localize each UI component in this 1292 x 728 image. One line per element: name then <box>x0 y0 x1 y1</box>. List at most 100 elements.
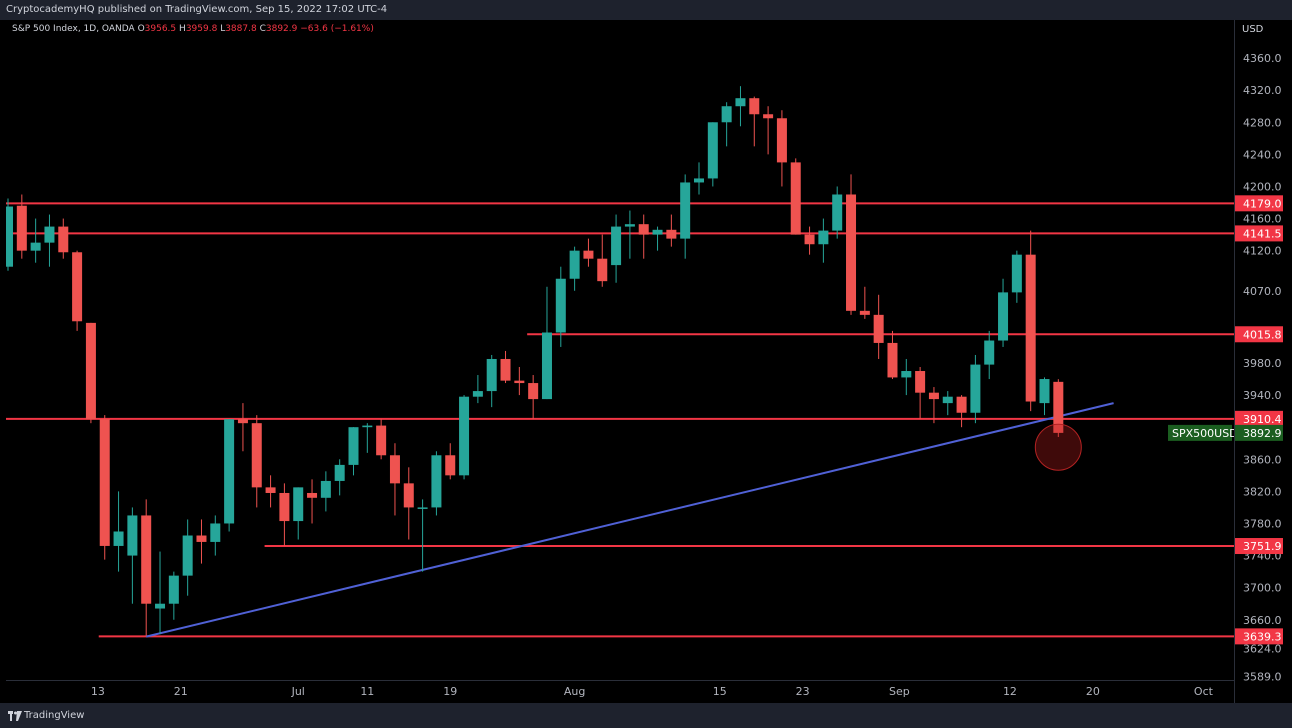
level-tag-label: 4015.8 <box>1243 328 1282 341</box>
level-tag <box>1235 410 1283 427</box>
candle-body <box>942 396 953 404</box>
legend-high: 3959.8 <box>185 24 218 34</box>
candle-body <box>790 162 801 235</box>
level-tag <box>1235 538 1283 555</box>
candle-body <box>486 358 497 392</box>
candle-body <box>763 114 774 119</box>
candle-body <box>776 118 787 163</box>
level-tag-label: 3910.4 <box>1243 413 1282 426</box>
price-chart-plot[interactable]: SPX500USD <box>6 20 1234 703</box>
legend-open-label: O <box>137 24 145 34</box>
candle-body <box>804 234 815 245</box>
time-tick-label: 11 <box>360 685 374 698</box>
candle-body <box>279 492 290 522</box>
price-tick-label: 4360.0 <box>1243 52 1282 65</box>
publisher-bar: CryptocademyHQ published on TradingView.… <box>0 0 1292 20</box>
level-tag <box>1235 628 1283 645</box>
symbol-tag <box>1168 424 1232 441</box>
candle-body <box>251 423 262 488</box>
level-tag-label: 4141.5 <box>1243 227 1282 240</box>
price-tick-label: 4320.0 <box>1243 84 1282 97</box>
candle-body <box>58 226 69 253</box>
candle-body <box>168 575 179 604</box>
candle-body <box>666 229 677 239</box>
chart-frame[interactable] <box>0 20 1292 703</box>
currency-label: USD <box>1242 24 1264 35</box>
time-axis[interactable]: 13 21 Jul 11 19 Aug 15 23 Sep 12 20 Oct <box>6 680 1234 704</box>
legend-symbol: S&P 500 Index, 1D, OANDA <box>12 24 135 34</box>
candle-body <box>873 314 884 343</box>
candle-body <box>389 455 400 484</box>
candle-body <box>334 464 345 481</box>
symbol-tag-label: SPX500USD <box>1172 427 1234 440</box>
legend-low-label: L <box>220 24 226 34</box>
candle-body <box>638 224 649 235</box>
level-tag-label: 3751.9 <box>1243 540 1282 553</box>
candle-body <box>16 205 27 251</box>
tradingview-logo-icon <box>8 711 22 721</box>
candle-body <box>362 425 373 428</box>
trendline-group <box>145 402 1114 638</box>
time-tick-label: Aug <box>564 685 585 698</box>
candle-body <box>652 229 663 235</box>
price-tick-label: 3820.0 <box>1243 485 1282 498</box>
candle-body <box>928 392 939 400</box>
candle-body <box>196 535 207 542</box>
price-tick-label: 3700.0 <box>1243 582 1282 595</box>
symbol-legend: S&P 500 Index, 1D, OANDA O3956.5 H3959.8… <box>12 24 374 34</box>
candle-body <box>500 358 511 381</box>
candle-body <box>1039 379 1050 404</box>
legend-close-label: C <box>259 24 266 34</box>
time-tick-label: 19 <box>443 685 457 698</box>
price-tick-label: 4240.0 <box>1243 148 1282 161</box>
candle-body <box>998 292 1009 341</box>
candle-body <box>707 122 718 179</box>
candle-body <box>472 391 483 397</box>
candle-body <box>293 487 304 522</box>
candle-body <box>348 427 359 465</box>
candle-body <box>459 396 470 476</box>
legend-high-label: H <box>179 24 186 34</box>
candle-body <box>901 371 912 378</box>
candle-body <box>735 98 746 107</box>
level-tag <box>1235 225 1283 242</box>
candle-body <box>680 182 691 239</box>
candle-body <box>113 531 124 546</box>
candle-body <box>403 483 414 508</box>
level-tag-label: 3639.3 <box>1243 630 1282 643</box>
price-axis[interactable]: 4360.0 4320.0 4280.0 4240.0 4200.0 4160.0 4120… <box>1234 20 1292 703</box>
candle-body <box>818 230 829 245</box>
candle-body <box>99 419 110 546</box>
publisher-text: CryptocademyHQ published on TradingView.… <box>6 4 388 15</box>
trendline <box>145 402 1114 638</box>
candle-body <box>984 340 995 365</box>
current-price-tag <box>1235 424 1283 441</box>
candle-body <box>141 515 152 604</box>
candle-body <box>72 252 83 322</box>
time-tick-label: 23 <box>796 685 810 698</box>
candle-body <box>265 487 276 493</box>
time-tick-label: 13 <box>91 685 105 698</box>
candle-body <box>528 383 539 400</box>
candle-body <box>624 224 635 227</box>
price-tick-label: 3624.0 <box>1243 643 1282 656</box>
candle-body <box>555 278 566 333</box>
price-tick-label: 3660.0 <box>1243 614 1282 627</box>
candle-body <box>320 480 331 498</box>
candle-body <box>376 425 387 456</box>
candle-body <box>749 98 760 115</box>
price-tick-label: 3860.0 <box>1243 453 1282 466</box>
candles <box>6 86 1064 636</box>
candle-body <box>611 226 622 266</box>
level-tag <box>1235 195 1283 212</box>
candle-body <box>237 419 248 424</box>
candle-body <box>417 507 428 509</box>
candle-body <box>887 342 898 378</box>
current-price-tag-label: 3892.9 <box>1243 427 1282 440</box>
candle-body <box>1011 254 1022 293</box>
time-tick-label: 21 <box>174 685 188 698</box>
candle-body <box>846 194 857 311</box>
candle-body <box>224 419 235 524</box>
candle-body <box>859 310 870 315</box>
highlight-group <box>1034 423 1082 471</box>
